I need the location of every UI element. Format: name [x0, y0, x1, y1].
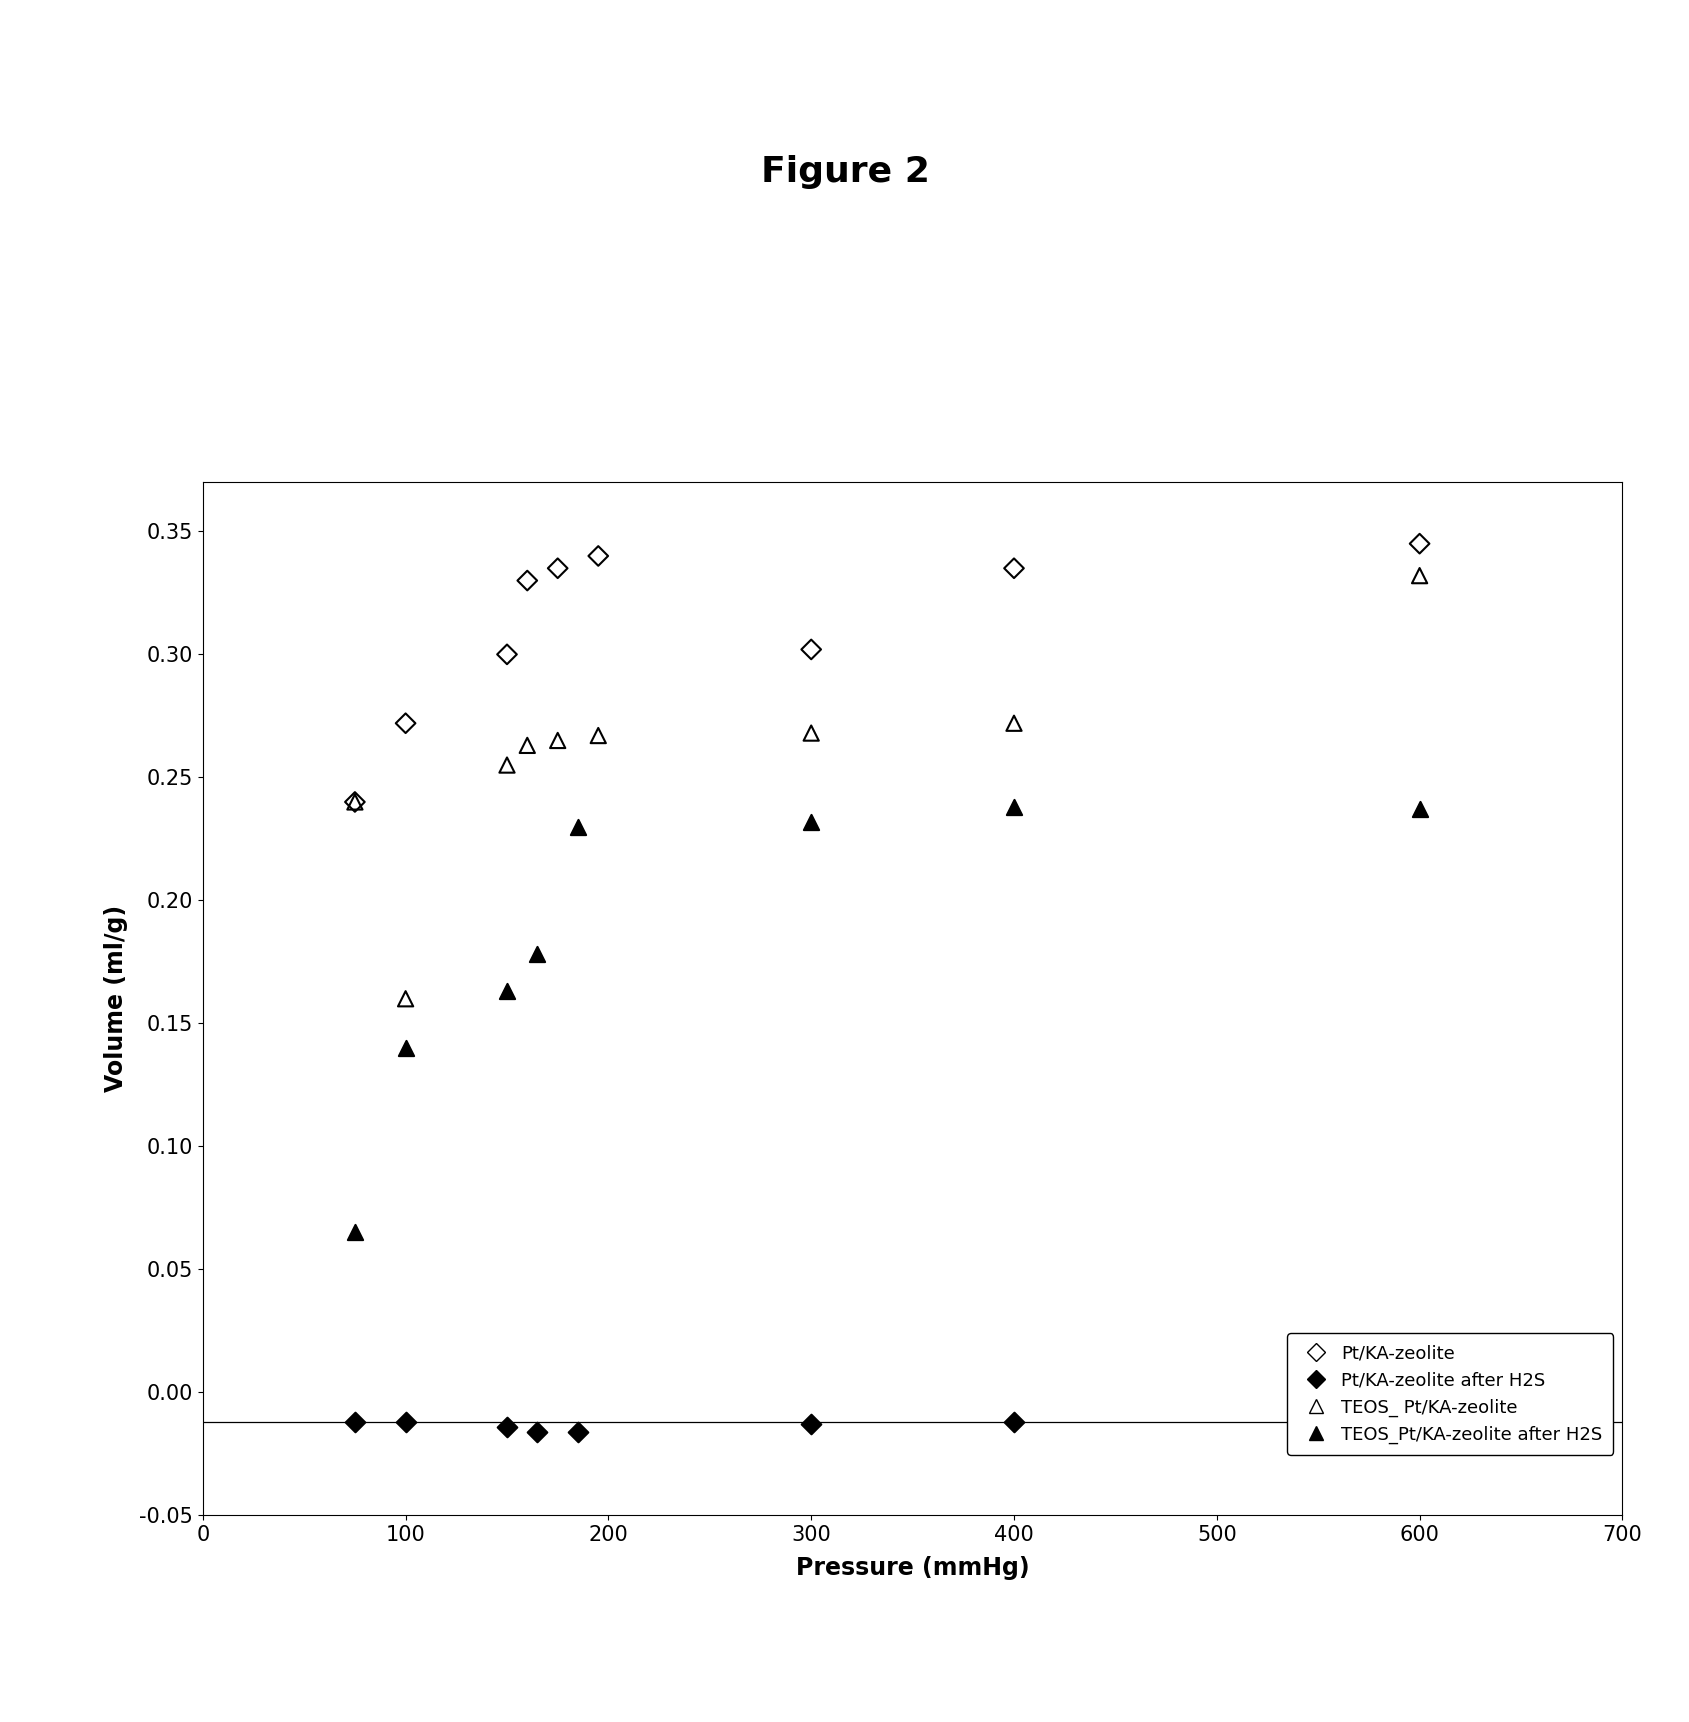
Y-axis label: Volume (ml/g): Volume (ml/g) — [105, 906, 128, 1092]
Point — [797, 635, 824, 663]
Point — [564, 813, 591, 840]
Point — [797, 720, 824, 747]
Point — [797, 808, 824, 835]
Point — [544, 554, 571, 582]
Point — [493, 751, 520, 778]
Point — [513, 732, 540, 759]
Point — [341, 1409, 368, 1436]
Point — [1000, 794, 1027, 821]
Point — [1405, 530, 1432, 558]
Point — [341, 789, 368, 816]
Point — [341, 1219, 368, 1247]
Point — [392, 1409, 419, 1436]
Point — [341, 789, 368, 816]
Point — [1000, 709, 1027, 737]
Point — [1000, 554, 1027, 582]
Point — [1000, 1409, 1027, 1436]
Point — [544, 727, 571, 754]
Point — [584, 722, 611, 749]
X-axis label: Pressure (mmHg): Pressure (mmHg) — [796, 1557, 1029, 1581]
Point — [392, 985, 419, 1013]
Point — [584, 542, 611, 570]
Point — [524, 940, 551, 968]
Point — [493, 978, 520, 1006]
Point — [1405, 1410, 1432, 1438]
Point — [392, 1035, 419, 1062]
Text: Figure 2: Figure 2 — [760, 155, 929, 189]
Point — [564, 1417, 591, 1445]
Point — [392, 709, 419, 737]
Point — [524, 1417, 551, 1445]
Point — [493, 641, 520, 668]
Point — [1405, 796, 1432, 823]
Legend: Pt/KA-zeolite, Pt/KA-zeolite after H2S, TEOS_ Pt/KA-zeolite, TEOS_Pt/KA-zeolite : Pt/KA-zeolite, Pt/KA-zeolite after H2S, … — [1287, 1333, 1613, 1455]
Point — [493, 1414, 520, 1441]
Point — [1405, 561, 1432, 589]
Point — [797, 1410, 824, 1438]
Point — [513, 567, 540, 594]
